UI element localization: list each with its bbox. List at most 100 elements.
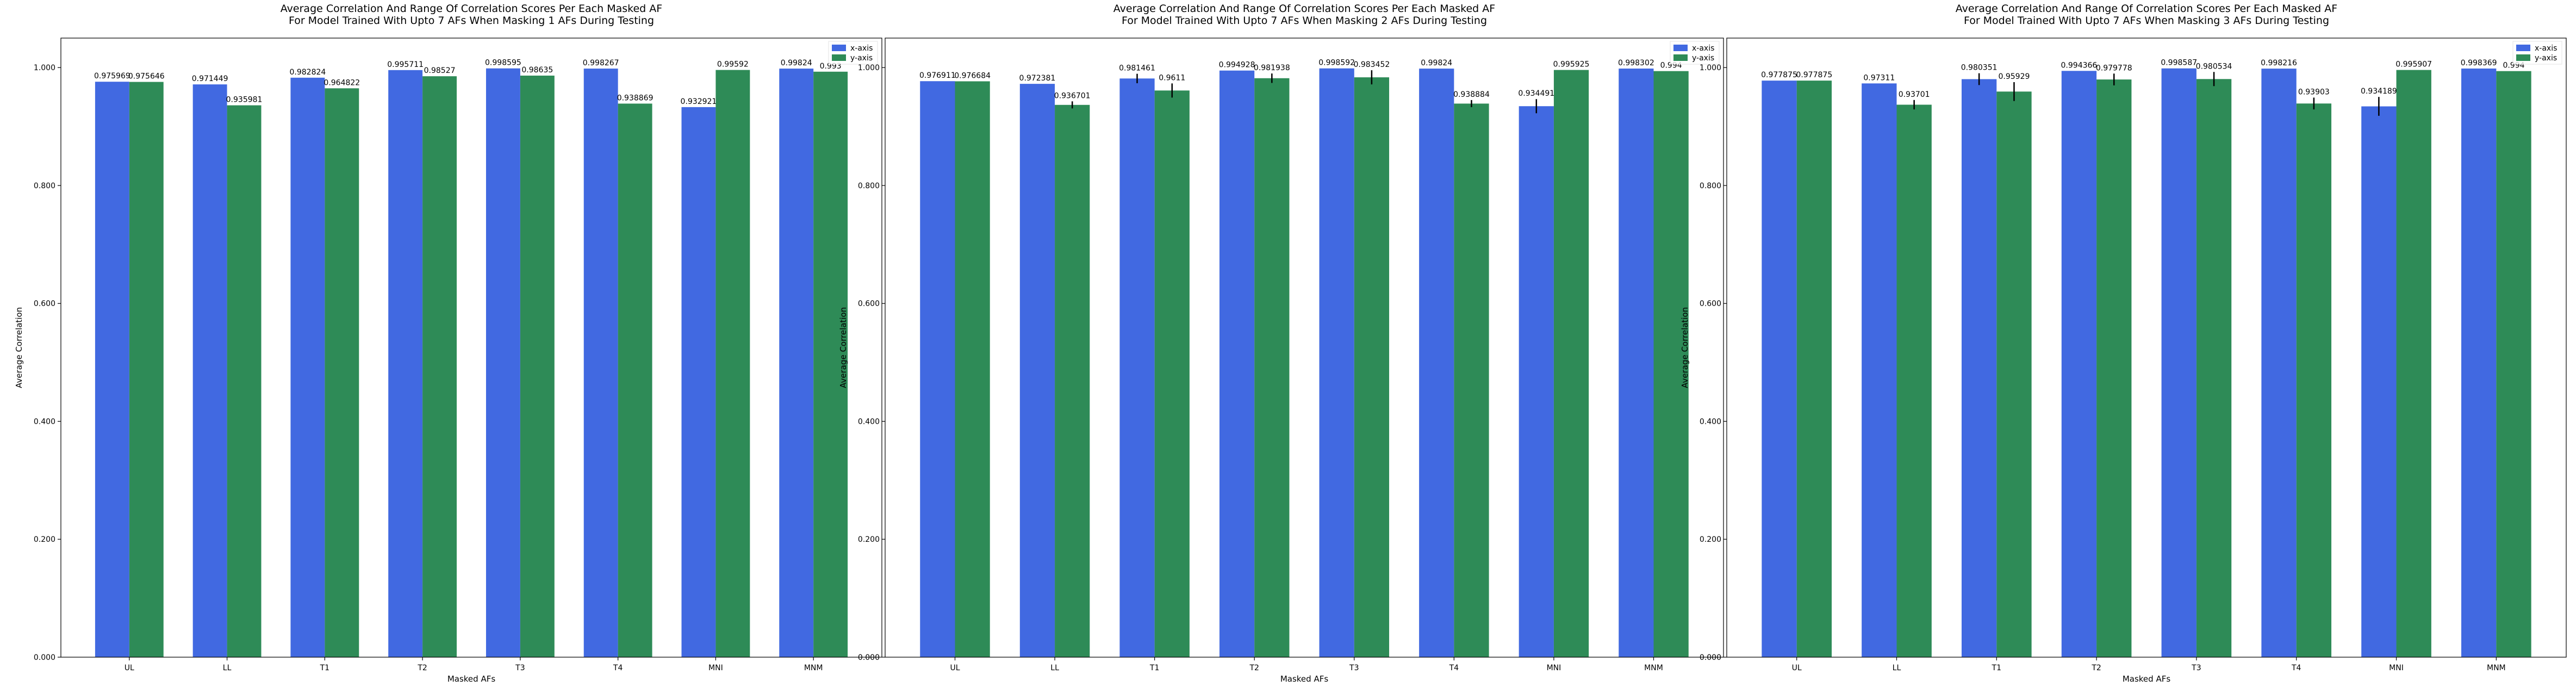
value-label-y-axis-T2: 0.981938 — [1254, 64, 1290, 72]
bar-y-axis-T2 — [422, 76, 457, 657]
legend-label-y-axis: y-axis — [850, 54, 873, 63]
value-label-x-axis-UL: 0.977875 — [1761, 71, 1797, 79]
y-tick-label: 1.000 — [34, 64, 55, 72]
bar-x-axis-T2 — [2061, 71, 2097, 658]
x-tick-label: T1 — [1149, 664, 1159, 672]
bar-x-axis-MNI — [2361, 106, 2397, 657]
bar-y-axis-T2 — [1254, 78, 1290, 658]
bar-y-axis-LL — [1055, 104, 1090, 657]
value-label-x-axis-UL: 0.975969 — [94, 72, 130, 81]
bar-y-axis-T1 — [1996, 91, 2032, 657]
y-tick-label: 0.000 — [34, 653, 55, 662]
value-label-x-axis-T4: 0.998267 — [583, 59, 619, 67]
y-tick-label: 0.400 — [34, 417, 55, 426]
bar-y-axis-T1 — [1154, 90, 1190, 657]
bar-x-axis-MNM — [779, 69, 814, 657]
x-tick-label: LL — [223, 664, 232, 672]
value-label-y-axis-T2: 0.979778 — [2096, 64, 2132, 72]
x-tick-label: T3 — [2191, 664, 2201, 672]
chart-panel-1: 0.975969 0.971449 0.982824 0.995711 0.998595… — [14, 3, 882, 684]
y-tick-label: 0.600 — [1700, 300, 1721, 308]
chart-subtitle: For Model Trained With Upto 7 AFs When M… — [289, 15, 654, 27]
value-label-x-axis-T2: 0.995711 — [387, 60, 424, 69]
value-label-y-axis-T2: 0.98527 — [424, 66, 456, 75]
bar-y-axis-T4 — [1454, 103, 1489, 657]
y-tick-label: 0.800 — [34, 182, 55, 190]
value-label-y-axis-T3: 0.980534 — [2196, 62, 2232, 71]
bar-x-axis-UL — [95, 82, 129, 658]
bar-y-axis-MNI — [2396, 70, 2431, 658]
value-label-y-axis-MNI: 0.99592 — [717, 60, 749, 69]
x-tick-label: MNI — [2389, 664, 2404, 672]
legend-swatch-x-axis — [1673, 45, 1688, 51]
y-axis-label: Average Correlation — [14, 307, 24, 388]
x-tick-label: T2 — [417, 664, 427, 672]
legend-label-x-axis: x-axis — [850, 44, 873, 53]
bar-x-axis-LL — [192, 84, 227, 658]
plot-frame — [60, 38, 882, 658]
value-label-x-axis-T2: 0.994366 — [2061, 61, 2098, 70]
y-tick-label: 0.000 — [858, 653, 880, 662]
legend-label-y-axis: y-axis — [1692, 54, 1714, 63]
x-tick-label: LL — [1893, 664, 1901, 672]
value-label-x-axis-T3: 0.998595 — [485, 59, 521, 67]
bar-x-axis-T2 — [388, 70, 423, 658]
value-label-y-axis-T4: 0.93903 — [2298, 88, 2330, 96]
value-label-x-axis-MNI: 0.932921 — [681, 97, 717, 106]
legend-swatch-y-axis — [832, 54, 846, 61]
y-tick-label: 0.200 — [34, 535, 55, 544]
value-label-x-axis-UL: 0.976911 — [919, 71, 956, 80]
x-tick-label: T2 — [2091, 664, 2101, 672]
bar-y-axis-T4 — [618, 103, 652, 658]
plot-frame — [885, 38, 1724, 658]
y-axis-label: Average Correlation — [1680, 307, 1690, 388]
x-tick-label: MNM — [2487, 664, 2506, 672]
x-axis-label: Masked AFs — [447, 674, 496, 684]
value-label-x-axis-T2: 0.994928 — [1219, 61, 1255, 70]
bar-y-axis-UL — [1796, 81, 1832, 657]
bar-y-axis-MNM — [813, 71, 848, 658]
x-tick-label: T1 — [320, 664, 329, 672]
bar-x-axis-UL — [1762, 81, 1797, 657]
bar-x-axis-T4 — [1419, 69, 1454, 657]
bar-y-axis-LL — [227, 105, 262, 657]
value-label-y-axis-MNI: 0.995907 — [2395, 60, 2432, 69]
y-tick-label: 0.800 — [1700, 182, 1721, 190]
legend-swatch-y-axis — [2516, 54, 2530, 61]
value-label-y-axis-UL: 0.977875 — [1796, 71, 1832, 79]
value-label-y-axis-UL: 0.975646 — [128, 72, 165, 81]
value-label-x-axis-MNM: 0.998302 — [1618, 59, 1654, 67]
legend-label-x-axis: x-axis — [1692, 44, 1714, 53]
value-label-x-axis-T1: 0.982824 — [289, 68, 326, 77]
legend-swatch-x-axis — [2516, 45, 2530, 51]
bar-y-axis-T3 — [1354, 77, 1390, 657]
value-label-x-axis-MNI: 0.934491 — [1518, 89, 1554, 98]
x-tick-label: UL — [950, 664, 960, 672]
bar-y-axis-MNI — [1553, 70, 1589, 658]
bar-x-axis-T3 — [486, 68, 520, 657]
y-tick-label: 0.200 — [858, 535, 880, 544]
x-tick-label: T3 — [1349, 664, 1359, 672]
x-tick-label: T3 — [515, 664, 525, 672]
value-label-x-axis-MNM: 0.99824 — [781, 59, 812, 67]
bar-y-axis-T3 — [2196, 79, 2232, 657]
chart-title: Average Correlation And Range Of Correla… — [1956, 3, 2337, 15]
value-label-x-axis-T3: 0.998587 — [2161, 59, 2197, 67]
value-label-x-axis-LL: 0.972381 — [1019, 74, 1056, 83]
bar-x-axis-MNI — [681, 107, 716, 657]
bar-y-axis-UL — [129, 82, 164, 657]
y-tick-label: 0.800 — [858, 182, 880, 190]
value-label-x-axis-T1: 0.981461 — [1119, 64, 1155, 73]
bar-x-axis-LL — [1019, 84, 1055, 657]
value-label-y-axis-T4: 0.938869 — [617, 94, 654, 102]
bar-x-axis-T1 — [1119, 78, 1155, 658]
bar-x-axis-T2 — [1219, 70, 1255, 658]
x-tick-label: T4 — [613, 664, 623, 672]
chart-title: Average Correlation And Range Of Correla… — [1113, 3, 1495, 15]
value-label-y-axis-T3: 0.98635 — [521, 66, 553, 75]
bar-x-axis-T1 — [1961, 79, 1997, 658]
y-tick-label: 1.000 — [1700, 64, 1721, 72]
bar-x-axis-LL — [1862, 83, 1897, 658]
